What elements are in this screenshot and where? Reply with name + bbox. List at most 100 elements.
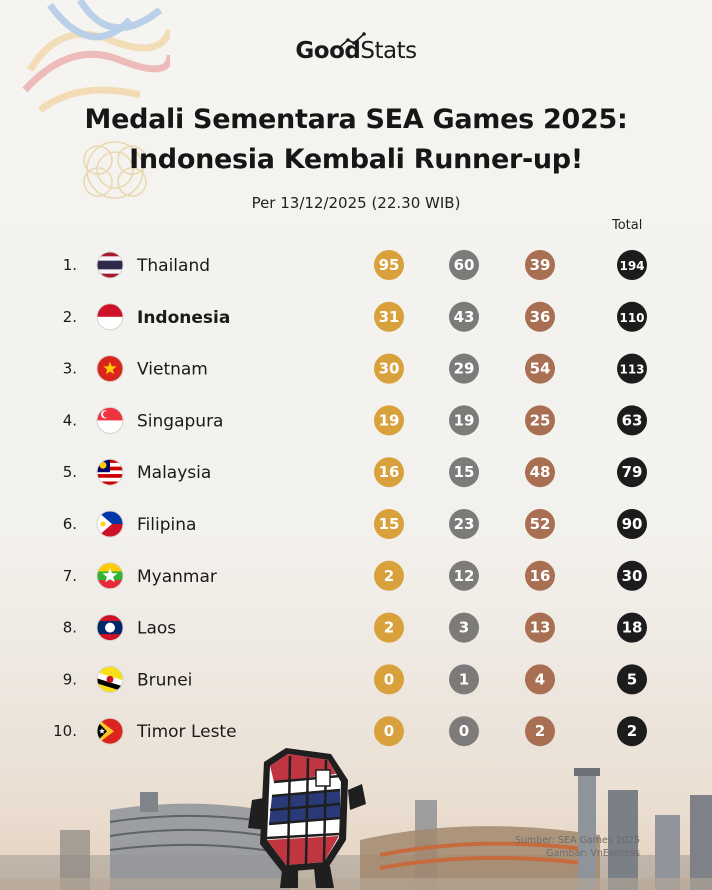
flag-indonesia-icon-part: [97, 316, 123, 330]
country-name: Vietnam: [137, 360, 208, 380]
rank-label: 8.: [63, 619, 77, 637]
flag-singapura-icon-moon-cut: [103, 411, 110, 418]
gold-medal-circle: [374, 457, 404, 488]
bronze-medal-circle: [525, 250, 555, 280]
silver-medal-circle: [449, 612, 479, 643]
country-name: Malaysia: [137, 463, 211, 483]
gold-medal-circle: [374, 509, 404, 539]
bronze-count-label: 54: [530, 360, 551, 378]
mascot-image: [248, 748, 366, 888]
country-name: Timor Leste: [136, 722, 237, 742]
total-count-label: 79: [622, 463, 643, 481]
total-count-label: 5: [627, 670, 637, 688]
source-note: Sumber: SEA Games 2025 Gambar: VnExpress: [515, 834, 640, 860]
rank-label: 1.: [63, 256, 77, 274]
silver-count-label: 60: [454, 256, 475, 274]
gold-medal-circle: [374, 716, 404, 747]
flag-indonesia-icon: [97, 303, 123, 330]
rank-label: 2.: [63, 308, 77, 326]
flag-singapura-icon-part: [97, 407, 123, 421]
country-name: Myanmar: [137, 567, 217, 587]
gold-count-label: 16: [379, 463, 400, 481]
total-count-label: 113: [619, 363, 644, 377]
silver-count-label: 15: [454, 463, 475, 481]
silver-medal-circle: [449, 716, 479, 747]
flag-myanmar-icon-ring: [96, 562, 124, 590]
gold-count-label: 2: [384, 567, 394, 585]
flag-malaysia-icon-ring: [96, 458, 124, 486]
silver-count-label: 19: [454, 411, 475, 429]
flag-laos-icon-part: [97, 634, 123, 641]
stadium-skyline-image: [0, 760, 712, 890]
gold-count-label: 31: [379, 308, 400, 326]
silver-medal-circle: [449, 353, 479, 384]
flag-myanmar-icon-star: [102, 567, 118, 583]
silver-count-label: 23: [454, 515, 475, 533]
bronze-medal-circle: [525, 301, 555, 332]
table-row-malaysia: 5. Malaysia 16 15 48 79: [63, 457, 647, 488]
flag-malaysia-icon-part: [97, 477, 123, 482]
flag-thailand-icon-ring: [96, 251, 124, 279]
gold-count-label: 0: [384, 670, 394, 688]
rank-label: 7.: [63, 567, 77, 585]
bronze-count-label: 2: [535, 722, 545, 740]
source-text: Sumber: SEA Games 2025: [514, 835, 640, 846]
flag-myanmar-icon: [97, 562, 123, 589]
bronze-count-label: 16: [530, 567, 551, 585]
bronze-medal-circle: [525, 353, 555, 384]
silver-count-label: 43: [454, 308, 475, 326]
total-medal-circle: [617, 664, 647, 695]
flag-malaysia-icon-moon: [99, 461, 107, 469]
silver-medal-circle: [449, 301, 479, 332]
bronze-medal-circle: [525, 716, 555, 747]
gold-count-label: 15: [379, 515, 400, 533]
gold-medal-circle: [374, 250, 404, 280]
flag-singapura-icon-ring: [96, 406, 124, 434]
silver-count-label: 29: [454, 360, 475, 378]
flag-malaysia-icon-part: [97, 481, 123, 486]
bronze-count-label: 39: [530, 256, 551, 274]
silver-medal-circle: [449, 457, 479, 488]
flag-filipina-icon-ring: [96, 510, 124, 538]
rank-label: 3.: [63, 360, 77, 378]
flag-laos-icon-ring: [96, 614, 124, 642]
flag-singapura-icon-part: [97, 420, 123, 434]
total-medal-circle: [617, 716, 647, 747]
flag-thailand-icon-part: [97, 252, 123, 257]
silver-medal-circle: [449, 405, 479, 436]
country-name: Singapura: [137, 411, 223, 431]
gold-medal-circle: [374, 612, 404, 643]
table-row-myanmar: 7. Myanmar 2 12 16 30: [63, 560, 647, 591]
total-count-label: 2: [627, 722, 637, 740]
bronze-medal-circle: [525, 560, 555, 591]
country-name: Filipina: [137, 515, 196, 535]
silver-count-label: 1: [459, 670, 469, 688]
gold-count-label: 95: [379, 256, 400, 274]
flag-vietnam-icon-ring: [96, 355, 124, 383]
flag-malaysia-icon-part: [97, 470, 123, 475]
table-row-laos: 8. Laos 2 3 13 18: [63, 612, 647, 643]
total-medal-circle: [617, 560, 647, 591]
bronze-count-label: 36: [530, 308, 551, 326]
flag-brunei-icon: [97, 666, 123, 693]
image-credit-text: Gambar: VnExpress: [546, 848, 640, 859]
table-row-thailand: 1. Thailand 95 60 39 194: [63, 250, 647, 280]
table-row-indonesia: 2. Indonesia 31 43 36 110: [63, 301, 647, 332]
gold-medal-circle: [374, 664, 404, 695]
total-count-label: 90: [622, 515, 643, 533]
table-row-brunei: 9. Brunei 0 1 4 5: [63, 664, 647, 695]
silver-medal-circle: [449, 250, 479, 280]
gold-medal-circle: [374, 560, 404, 591]
flag-laos-icon-disc: [105, 622, 115, 633]
total-count-label: 110: [619, 311, 644, 325]
total-count-label: 194: [619, 259, 644, 273]
flag-laos-icon: [97, 614, 123, 641]
bronze-count-label: 4: [535, 670, 545, 688]
bronze-medal-circle: [525, 509, 555, 539]
total-medal-circle: [617, 509, 647, 539]
flag-myanmar-icon-part: [97, 580, 123, 589]
bronze-count-label: 13: [530, 619, 551, 637]
flag-brunei-icon-crest: [106, 675, 114, 683]
flag-brunei-icon-band-black: [97, 678, 123, 692]
